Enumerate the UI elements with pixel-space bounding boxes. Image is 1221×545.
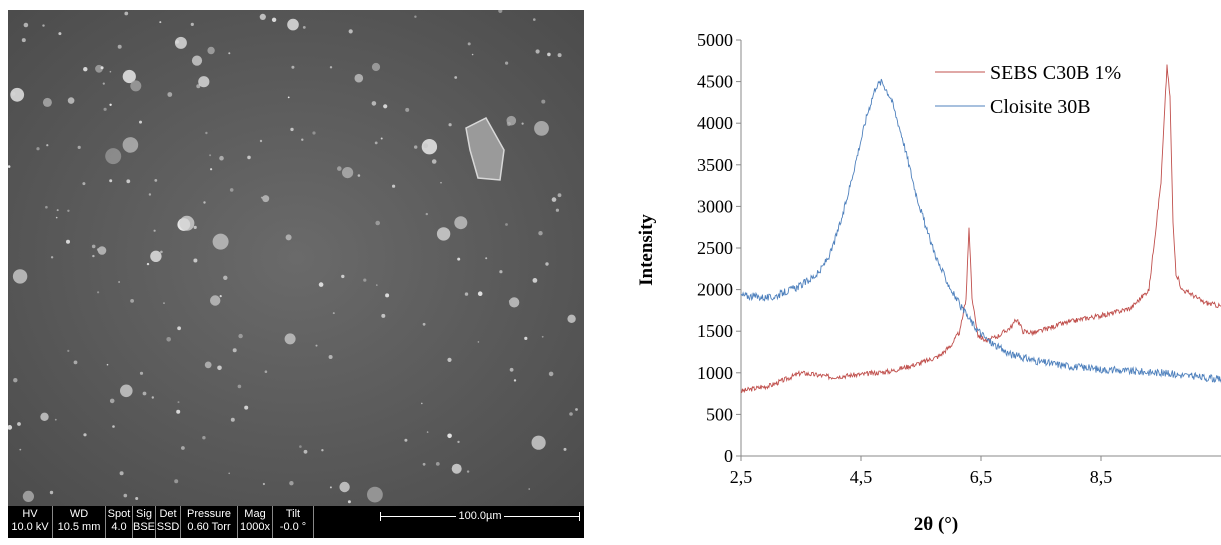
sem-wd: WD 10.5 mm <box>57 508 101 533</box>
sem-pressure: Pressure 0.60 Torr <box>186 508 232 533</box>
scale-bar: 100.0µm <box>380 510 580 524</box>
sem-det: Det SSD <box>156 508 180 533</box>
x-tick-label: 8,5 <box>1090 467 1113 487</box>
xrd-chart-panel: 0 500 1000 1500 2000 2500 3000 3500 4000 4500 5000… <box>600 0 1221 540</box>
y-tick-label: 500 <box>706 404 733 424</box>
y-tick-label: 2000 <box>697 280 733 300</box>
sem-tilt: Tilt -0.0 ° <box>279 508 307 533</box>
y-tick-label: 3500 <box>697 155 733 175</box>
xrd-chart: 0 500 1000 1500 2000 2500 3000 3500 4000 4500 5000… <box>636 30 1221 535</box>
sem-texture <box>8 10 584 506</box>
sem-info-bar: HV 10.0 kV WD 10.5 mm Spot 4.0 Sig BSE Det SS… <box>8 506 584 538</box>
axes-layer: 0 500 1000 1500 2000 2500 3000 3500 4000 4500 5000… <box>697 30 1221 487</box>
y-tick-label: 4500 <box>697 72 733 92</box>
y-tick-label: 4000 <box>697 113 733 133</box>
y-tick-label: 3000 <box>697 196 733 216</box>
scale-bar-label: 100.0µm <box>456 510 504 522</box>
sem-micrograph-panel: HV 10.0 kV WD 10.5 mm Spot 4.0 Sig BSE Det SS… <box>8 10 584 538</box>
legend-label: Cloisite 30B <box>990 96 1091 118</box>
series-line-cloisite-30b <box>740 78 1221 383</box>
x-axis-title: 2θ (°) <box>914 514 958 535</box>
legend-label: SEBS C30B 1% <box>990 62 1121 84</box>
sem-hv: HV 10.0 kV <box>11 508 49 533</box>
y-tick-label: 1500 <box>697 321 733 341</box>
sem-sig: Sig BSE <box>133 508 156 533</box>
sem-mag: Mag 1000x <box>240 508 270 533</box>
y-axis-title: Intensity <box>636 214 657 286</box>
legend: SEBS C30B 1% Cloisite 30B <box>935 62 1121 118</box>
y-tick-label: 2500 <box>697 238 733 258</box>
y-tick-label: 1000 <box>697 363 733 383</box>
x-tick-label: 4,5 <box>850 467 873 487</box>
y-tick-label: 5000 <box>697 30 733 50</box>
x-tick-label: 6,5 <box>970 467 993 487</box>
sem-image <box>8 10 584 506</box>
sem-spot: Spot 4.0 <box>107 508 131 533</box>
series-layer <box>740 64 1221 394</box>
x-tick-label: 2,5 <box>730 467 753 487</box>
series-line-sebs-c30b <box>740 64 1221 394</box>
y-tick-label: 0 <box>724 446 733 466</box>
